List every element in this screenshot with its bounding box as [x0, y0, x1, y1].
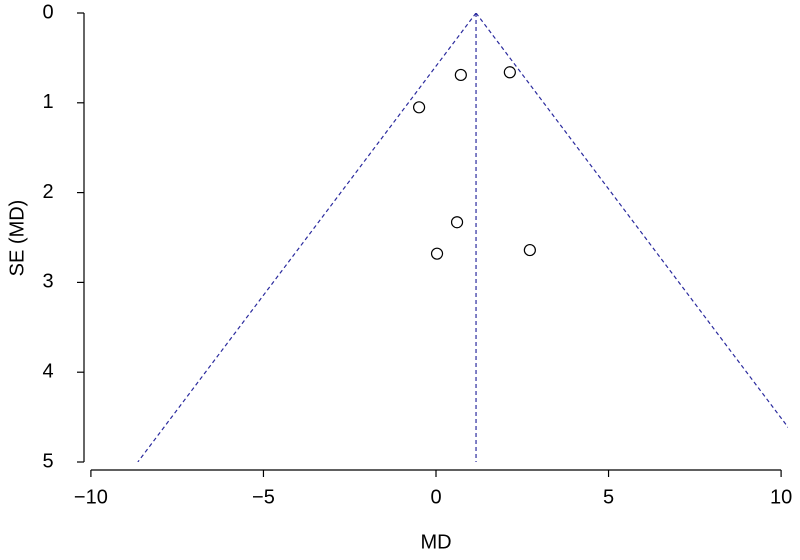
study-point — [450, 216, 464, 229]
y-tick-label: 2 — [42, 181, 53, 203]
study-point — [430, 247, 444, 260]
y-tick-label: 0 — [42, 1, 53, 23]
x-tick-label: 5 — [603, 486, 614, 508]
x-tick-label: −10 — [74, 486, 108, 508]
x-tick-label: −5 — [252, 486, 275, 508]
x-tick-label: 10 — [770, 486, 792, 508]
study-point — [503, 66, 516, 79]
y-tick-label: 5 — [42, 450, 53, 472]
study-point — [412, 101, 426, 114]
study-point — [454, 68, 467, 82]
y-axis-label: SE (MD) — [6, 200, 28, 277]
funnel-limit — [475, 13, 788, 429]
x-axis-label: MD — [420, 531, 451, 553]
y-tick-label: 1 — [42, 91, 53, 113]
x-tick-label: 0 — [430, 486, 441, 508]
y-tick-label: 3 — [42, 271, 53, 293]
funnel-limit — [137, 13, 477, 462]
study-point — [523, 243, 536, 257]
y-tick-label: 4 — [42, 360, 53, 382]
